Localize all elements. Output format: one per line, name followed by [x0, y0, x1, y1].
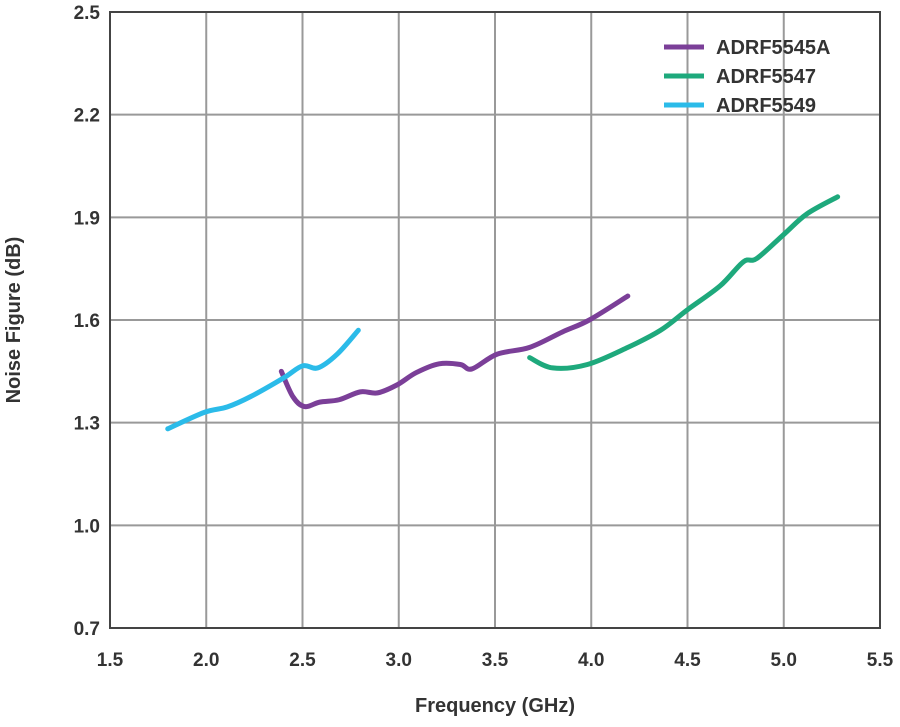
legend-label: ADRF5547: [716, 66, 816, 88]
x-tick-label: 5.0: [771, 650, 797, 671]
x-tick-label: 5.5: [867, 650, 894, 671]
series-line-adrf5545a: [278, 293, 631, 410]
x-tick-label: 4.0: [578, 650, 604, 671]
y-tick-label: 2.5: [74, 3, 101, 24]
y-tick-label: 1.6: [74, 311, 100, 332]
x-tick-label: 3.0: [386, 650, 412, 671]
legend-label: ADRF5545A: [716, 37, 830, 59]
y-tick-label: 1.9: [74, 208, 100, 229]
series-line-adrf5549: [165, 327, 361, 432]
plot-frame: [109, 11, 881, 629]
x-tick-label: 2.5: [289, 650, 316, 671]
tick-labels: 1.5 2.0 2.5 3.0 3.5 4.0 4.5 5.0 5.5 0.7 1.0 1.3 1.6 1…: [74, 3, 894, 671]
y-tick-label: 2.2: [74, 106, 100, 127]
legend: ADRF5545A ADRF5547 ADRF5549: [664, 37, 830, 117]
x-tick-label: 1.5: [97, 650, 124, 671]
y-tick-label: 0.7: [74, 619, 100, 640]
series-lines: [165, 194, 841, 432]
x-tick-label: 4.5: [674, 650, 701, 671]
y-tick-label: 1.0: [74, 516, 100, 537]
x-axis-label: Frequency (GHz): [415, 695, 575, 717]
x-tick-label: 2.0: [193, 650, 219, 671]
series-line-adrf5547: [527, 194, 841, 371]
x-tick-label: 3.5: [482, 650, 509, 671]
y-tick-label: 1.3: [74, 414, 100, 435]
y-axis-label: Noise Figure (dB): [3, 237, 25, 404]
legend-label: ADRF5549: [716, 95, 816, 117]
